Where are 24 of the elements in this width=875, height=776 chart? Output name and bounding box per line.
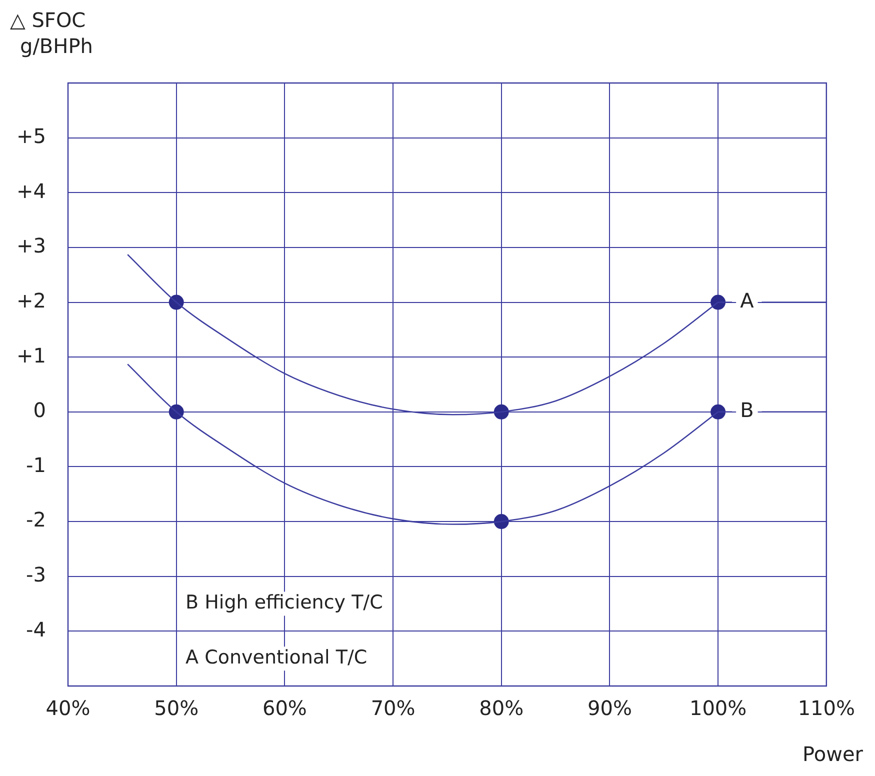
x-tick-label: 60% bbox=[262, 696, 307, 720]
y-tick-label: +2 bbox=[16, 288, 46, 312]
y-tick-label: +1 bbox=[16, 343, 46, 368]
legend-label: B bbox=[740, 398, 754, 422]
x-tick-label: 80% bbox=[479, 696, 524, 720]
annotation: B High efficiency T/C bbox=[186, 592, 383, 614]
x-tick-label: 100% bbox=[689, 696, 747, 720]
annotation: A Conventional T/C bbox=[186, 646, 368, 669]
x-tick-label: 40% bbox=[46, 696, 90, 720]
y-tick-label: +3 bbox=[16, 234, 46, 258]
y-tick-label: +5 bbox=[16, 124, 46, 148]
y-tick-label: -4 bbox=[26, 617, 46, 642]
x-tick-label: 70% bbox=[370, 696, 416, 720]
y-tick-label: -3 bbox=[26, 562, 46, 587]
y-tick-label: -1 bbox=[26, 452, 46, 477]
x-axis-title: Power bbox=[802, 742, 864, 766]
y-tick-label: -2 bbox=[26, 508, 46, 532]
x-tick-label: 110% bbox=[798, 696, 856, 720]
y-axis-title: △ SFOC g/BHPh bbox=[10, 8, 93, 58]
y-tick-label: 0 bbox=[33, 398, 46, 422]
legend-label: A bbox=[740, 288, 754, 312]
y-tick-label: +4 bbox=[16, 178, 46, 203]
x-tick-label: 50% bbox=[154, 696, 199, 720]
x-tick-label: 90% bbox=[587, 696, 632, 720]
